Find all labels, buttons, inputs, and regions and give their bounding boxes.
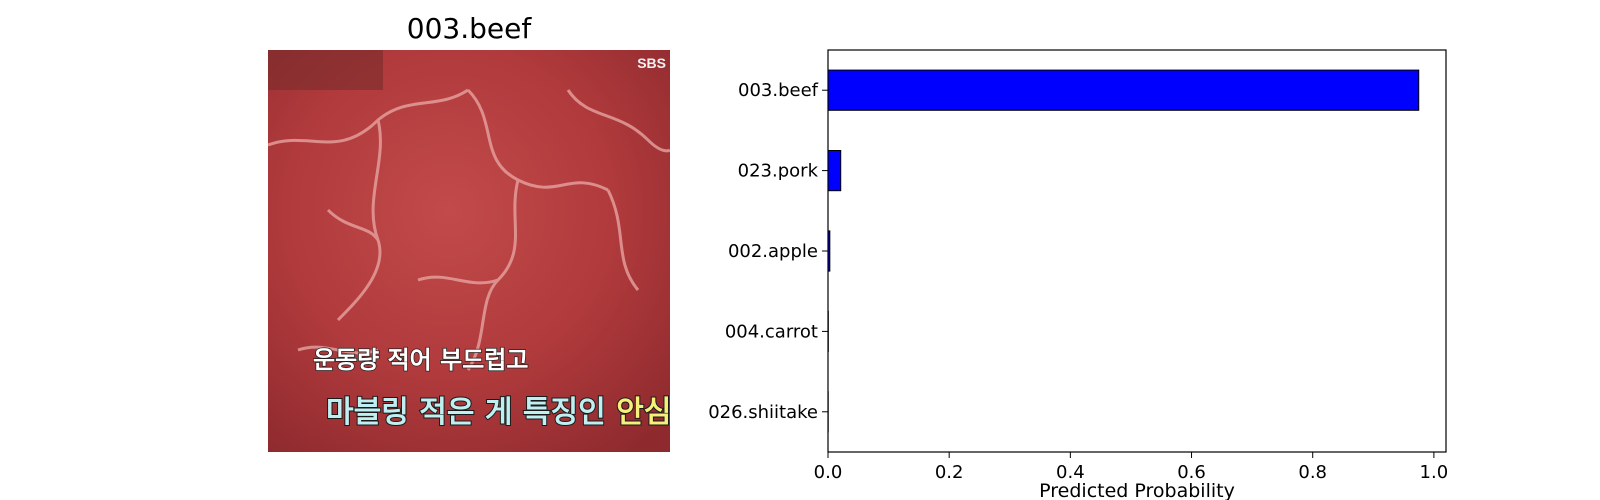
y-tick-label: 004.carrot xyxy=(725,321,818,342)
x-tick-label: 0.8 xyxy=(1298,462,1327,483)
x-tick-label: 0.2 xyxy=(935,462,964,483)
y-tick-label: 002.apple xyxy=(728,241,818,262)
x-tick-label: 0.6 xyxy=(1177,462,1206,483)
corner-logo: SBS xyxy=(637,55,666,71)
x-tick-label: 0.0 xyxy=(814,462,843,483)
image-title: 003.beef xyxy=(406,12,532,45)
subtitle-line-1: 운동량 적어 부드럽고 xyxy=(313,346,528,374)
x-tick-label: 1.0 xyxy=(1420,462,1449,483)
bar-023.pork xyxy=(827,150,842,192)
svg-text:마블링 적은 게 특징인 안심: 마블링 적은 게 특징인 안심 xyxy=(326,395,670,430)
x-axis-label: Predicted Probability xyxy=(1039,480,1235,500)
marbling-veins xyxy=(268,88,670,371)
y-tick-label: 023.pork xyxy=(738,161,819,182)
x-tick-label: 0.4 xyxy=(1056,462,1085,483)
subtitle-line-2: 마블링 적은 게 특징인 xyxy=(326,395,616,430)
y-tick-label: 026.shiitake xyxy=(708,402,818,423)
food-photo: SBS 운동량 적어 부드럽고 마블링 적은 게 특징인 안심 xyxy=(268,50,670,452)
bar-003.beef xyxy=(827,69,1420,111)
subtitle-highlight: 안심 xyxy=(616,395,670,430)
y-tick-label: 003.beef xyxy=(738,80,819,101)
